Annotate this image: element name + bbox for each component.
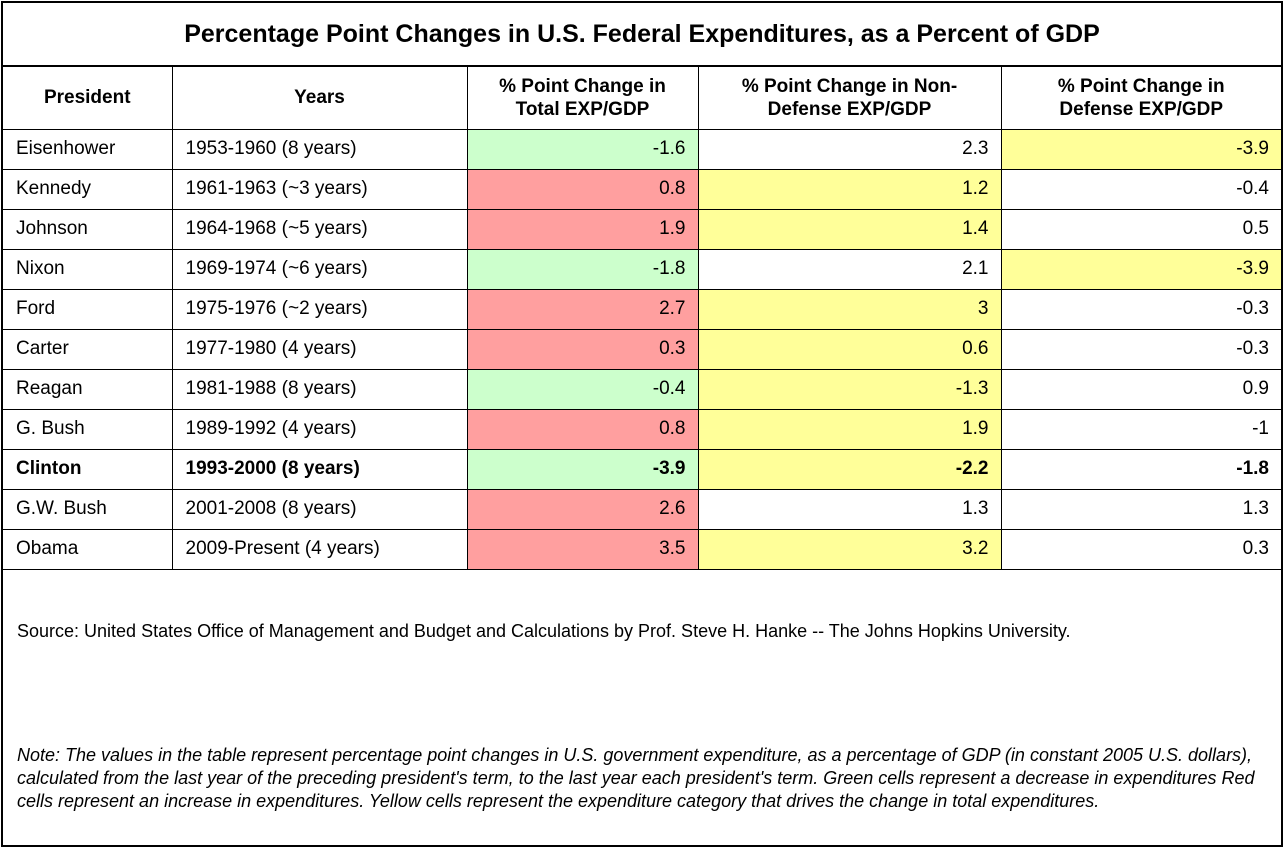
- years-cell: 1989-1992 (4 years): [171, 408, 468, 450]
- header-row: President Years % Point Change in Total …: [3, 67, 1281, 130]
- president-cell: G. Bush: [3, 408, 173, 450]
- table-row: Carter 1977-1980 (4 years) 0.3 0.6 -0.3: [3, 328, 1281, 370]
- years-cell: 1977-1980 (4 years): [171, 328, 468, 370]
- years-cell: 2009-Present (4 years): [171, 528, 468, 570]
- table-body: Eisenhower 1953-1960 (8 years) -1.6 2.3 -3.9…: [3, 128, 1281, 570]
- president-cell: G.W. Bush: [3, 488, 173, 530]
- president-cell: Ford: [3, 288, 173, 330]
- table-row: G.W. Bush 2001-2008 (8 years) 2.6 1.3 1.3: [3, 488, 1281, 530]
- header-years: Years: [171, 67, 468, 130]
- table-row: Kennedy 1961-1963 (~3 years) 0.8 1.2 -0.4: [3, 168, 1281, 210]
- president-cell: Kennedy: [3, 168, 173, 210]
- total-change-cell: 0.3: [466, 328, 699, 370]
- non-defense-change-cell: -1.3: [697, 368, 1002, 410]
- header-president: President: [3, 67, 173, 130]
- president-cell: Reagan: [3, 368, 173, 410]
- defense-change-cell: -3.9: [1000, 248, 1281, 290]
- total-change-cell: 1.9: [466, 208, 699, 250]
- table-row: Clinton 1993-2000 (8 years) -3.9 -2.2 -1.8: [3, 448, 1281, 490]
- non-defense-change-cell: 1.3: [697, 488, 1002, 530]
- non-defense-change-cell: 2.3: [697, 128, 1002, 170]
- total-change-cell: 0.8: [466, 168, 699, 210]
- table-row: Ford 1975-1976 (~2 years) 2.7 3 -0.3: [3, 288, 1281, 330]
- source-note: Source: United States Office of Manageme…: [17, 621, 1071, 641]
- defense-change-cell: -0.4: [1000, 168, 1281, 210]
- expenditure-table: President Years % Point Change in Total …: [3, 67, 1281, 570]
- president-cell: Carter: [3, 328, 173, 370]
- defense-change-cell: 0.9: [1000, 368, 1281, 410]
- non-defense-change-cell: 1.2: [697, 168, 1002, 210]
- table-row: Obama 2009-Present (4 years) 3.5 3.2 0.3: [3, 528, 1281, 570]
- non-defense-change-cell: 1.9: [697, 408, 1002, 450]
- header-defense-change: % Point Change in Defense EXP/GDP: [1000, 67, 1281, 130]
- defense-change-cell: -3.9: [1000, 128, 1281, 170]
- non-defense-change-cell: 0.6: [697, 328, 1002, 370]
- header-non-defense-change-text: % Point Change in Non-Defense EXP/GDP: [741, 75, 958, 120]
- methodology-note: Note: The values in the table represent …: [17, 745, 1255, 811]
- years-cell: 1953-1960 (8 years): [171, 128, 468, 170]
- total-change-cell: -1.8: [466, 248, 699, 290]
- table-row: G. Bush 1989-1992 (4 years) 0.8 1.9 -1: [3, 408, 1281, 450]
- total-change-cell: 3.5: [466, 528, 699, 570]
- years-cell: 1969-1974 (~6 years): [171, 248, 468, 290]
- total-change-cell: -3.9: [466, 448, 699, 490]
- total-change-cell: 2.7: [466, 288, 699, 330]
- non-defense-change-cell: 3: [697, 288, 1002, 330]
- table-row: Johnson 1964-1968 (~5 years) 1.9 1.4 0.5: [3, 208, 1281, 250]
- header-total-change-text: % Point Change in Total EXP/GDP: [499, 75, 666, 120]
- president-cell: Clinton: [3, 448, 173, 490]
- total-change-cell: -1.6: [466, 128, 699, 170]
- defense-change-cell: -0.3: [1000, 288, 1281, 330]
- header-non-defense-change: % Point Change in Non-Defense EXP/GDP: [697, 67, 1002, 130]
- table-title: Percentage Point Changes in U.S. Federal…: [3, 3, 1281, 67]
- non-defense-change-cell: 2.1: [697, 248, 1002, 290]
- years-cell: 1993-2000 (8 years): [171, 448, 468, 490]
- president-cell: Nixon: [3, 248, 173, 290]
- table-row: Reagan 1981-1988 (8 years) -0.4 -1.3 0.9: [3, 368, 1281, 410]
- non-defense-change-cell: 3.2: [697, 528, 1002, 570]
- president-cell: Johnson: [3, 208, 173, 250]
- years-cell: 1961-1963 (~3 years): [171, 168, 468, 210]
- table-row: Eisenhower 1953-1960 (8 years) -1.6 2.3 -3.9: [3, 128, 1281, 170]
- non-defense-change-cell: -2.2: [697, 448, 1002, 490]
- table-row: Nixon 1969-1974 (~6 years) -1.8 2.1 -3.9: [3, 248, 1281, 290]
- total-change-cell: -0.4: [466, 368, 699, 410]
- defense-change-cell: 0.3: [1000, 528, 1281, 570]
- defense-change-cell: -0.3: [1000, 328, 1281, 370]
- president-cell: Eisenhower: [3, 128, 173, 170]
- defense-change-cell: 1.3: [1000, 488, 1281, 530]
- years-cell: 1981-1988 (8 years): [171, 368, 468, 410]
- years-cell: 1975-1976 (~2 years): [171, 288, 468, 330]
- defense-change-cell: 0.5: [1000, 208, 1281, 250]
- defense-change-cell: -1: [1000, 408, 1281, 450]
- non-defense-change-cell: 1.4: [697, 208, 1002, 250]
- years-cell: 2001-2008 (8 years): [171, 488, 468, 530]
- years-cell: 1964-1968 (~5 years): [171, 208, 468, 250]
- total-change-cell: 0.8: [466, 408, 699, 450]
- total-change-cell: 2.6: [466, 488, 699, 530]
- header-total-change: % Point Change in Total EXP/GDP: [466, 67, 699, 130]
- president-cell: Obama: [3, 528, 173, 570]
- header-defense-change-text: % Point Change in Defense EXP/GDP: [1057, 75, 1225, 120]
- defense-change-cell: -1.8: [1000, 448, 1281, 490]
